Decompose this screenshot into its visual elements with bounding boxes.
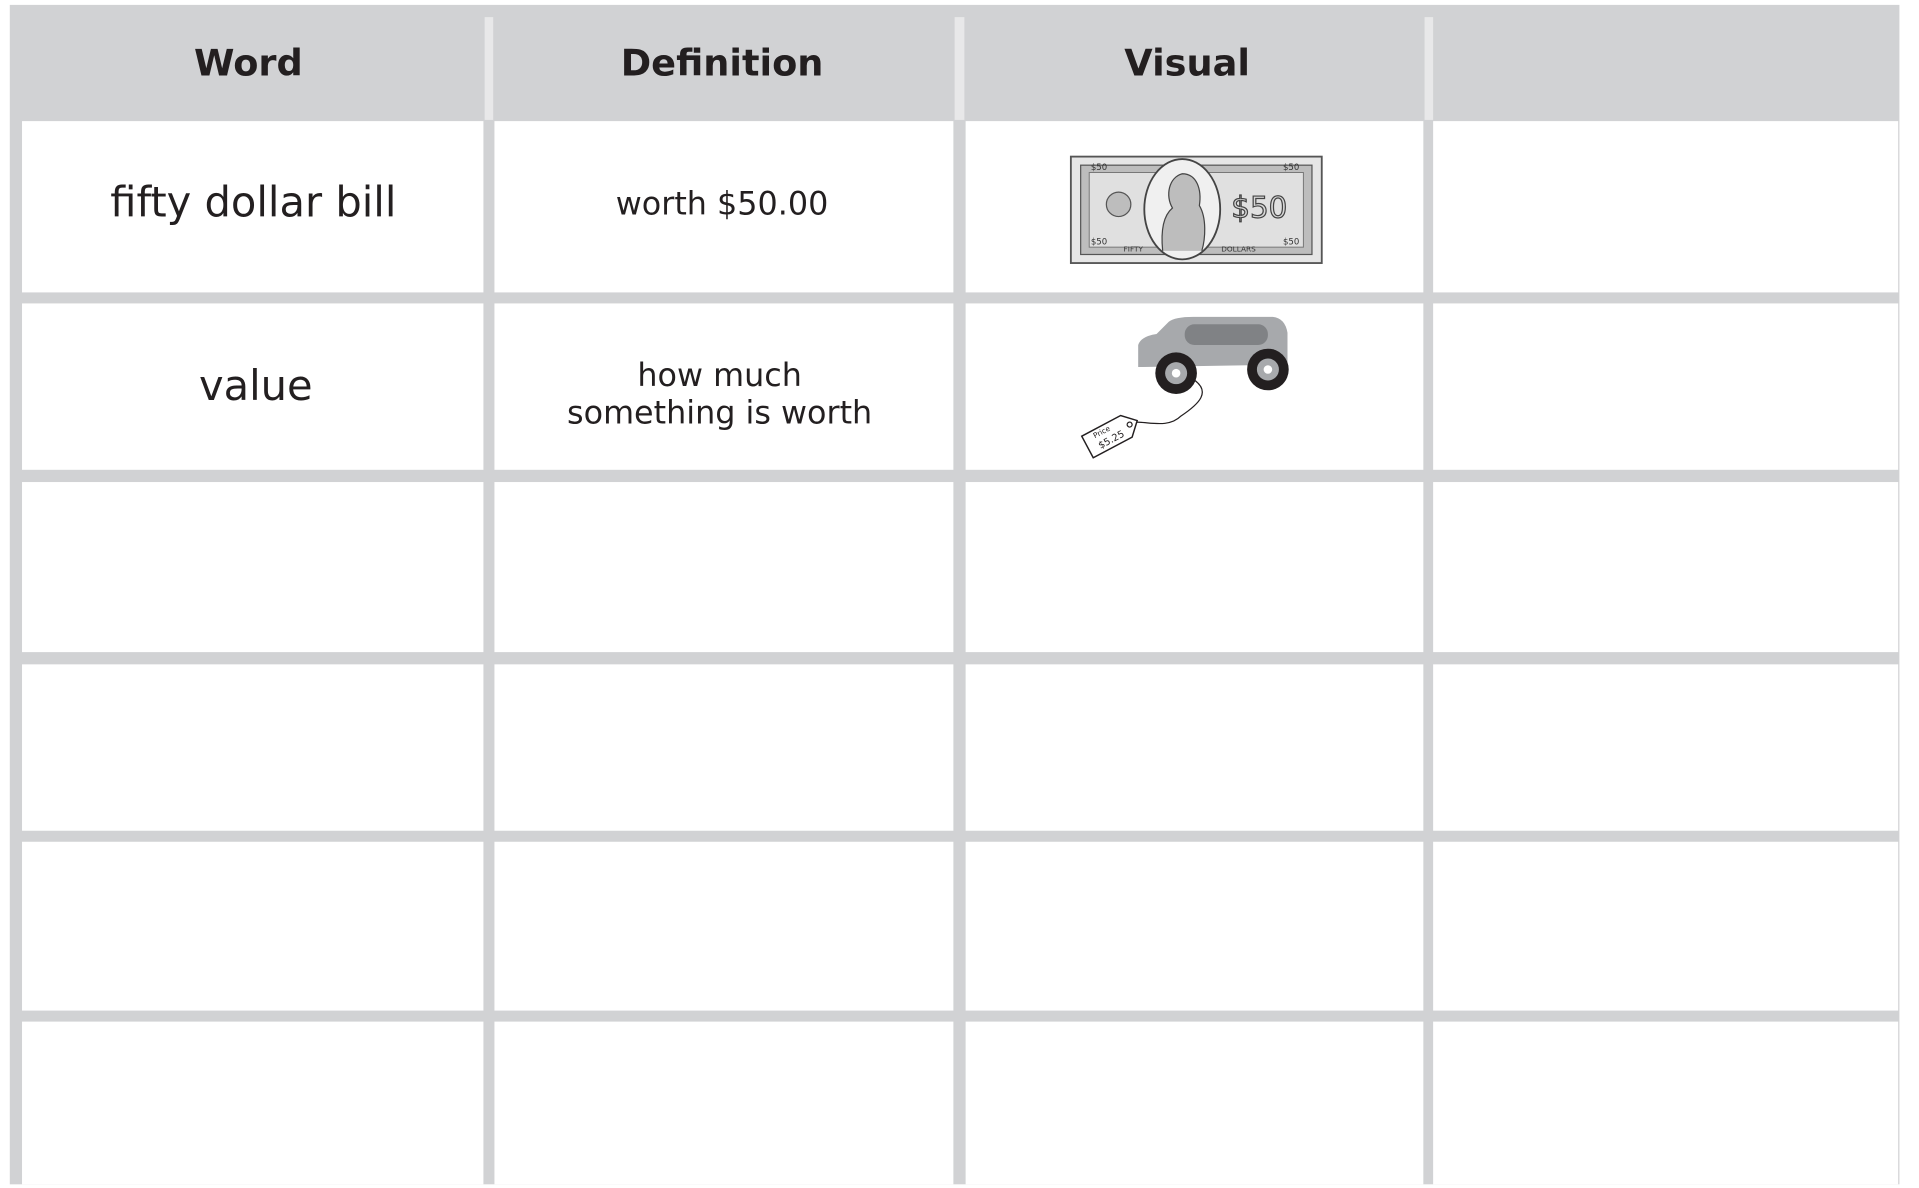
- table-cell: [1433, 303, 1899, 470]
- body-cells: [22, 121, 1899, 1185]
- table-cell: [494, 121, 954, 293]
- table-cell: [965, 482, 1424, 653]
- table-cell: [965, 664, 1424, 831]
- table-cell: [494, 482, 954, 653]
- table-cell: [494, 664, 954, 831]
- table-cell: [22, 841, 484, 1011]
- bill-amount: $50: [1231, 191, 1287, 225]
- bill-corner: $50: [1283, 163, 1299, 173]
- table-cell: [1433, 841, 1899, 1011]
- header-dividers: [484, 17, 1434, 120]
- table-cell: [22, 303, 484, 470]
- table-cell: [22, 482, 484, 653]
- table-cell: [494, 303, 954, 470]
- table-cell: [1433, 121, 1899, 293]
- header-cell: Definition: [621, 41, 824, 84]
- fifty-dollar-bill: $50 $50 $50 $50 $50 FIFTY DOLLARS: [1069, 155, 1323, 264]
- definition-cell: how much: [637, 356, 802, 394]
- bill-corner: $50: [1091, 238, 1107, 248]
- bill-corner: $50: [1283, 238, 1299, 248]
- definition-cell: something is worth: [567, 394, 872, 432]
- definition-cell: worth $50.00: [616, 185, 829, 223]
- table-cell: [1433, 664, 1899, 831]
- table-cell: [1433, 1021, 1899, 1185]
- table-cell: [22, 1021, 484, 1185]
- table-cell: [965, 841, 1424, 1011]
- table-cell: [494, 841, 954, 1011]
- table-cell: [22, 664, 484, 831]
- table-cell: [1433, 482, 1899, 653]
- car-with-price-tag: Price $5.25: [1080, 316, 1289, 459]
- word-cell: fifty dollar bill: [110, 178, 396, 227]
- word-cell: value: [199, 361, 313, 410]
- table-cell: [494, 1021, 954, 1185]
- table-cell: [22, 121, 484, 293]
- bill-corner: $50: [1091, 163, 1107, 173]
- bill-word: FIFTY: [1124, 245, 1144, 254]
- bill-word: DOLLARS: [1221, 245, 1256, 254]
- table-cell: [965, 1021, 1424, 1185]
- header-cell: Word: [194, 41, 303, 84]
- header-cell: Visual: [1124, 41, 1250, 84]
